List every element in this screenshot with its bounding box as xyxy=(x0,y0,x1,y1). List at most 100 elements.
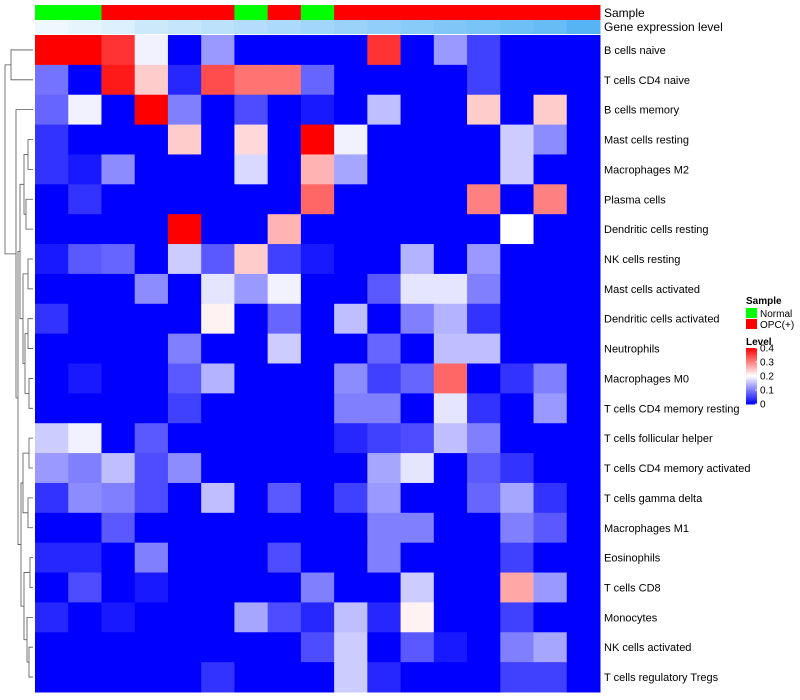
heatmap-cell xyxy=(334,303,368,335)
heatmap-cell xyxy=(433,393,468,424)
heatmap-cell xyxy=(134,35,169,66)
heatmap-cell xyxy=(367,333,402,364)
heatmap-cell xyxy=(566,154,601,185)
heatmap-cell xyxy=(234,184,269,215)
row-label: B cells naive xyxy=(604,45,666,57)
heatmap-cell xyxy=(167,572,202,603)
legend-colorbar-step xyxy=(746,390,757,392)
heatmap-cell xyxy=(566,124,601,155)
heatmap-cell xyxy=(35,662,69,693)
heatmap-cell xyxy=(234,662,269,693)
heatmap-cell xyxy=(400,124,435,155)
heatmap-cell xyxy=(367,35,402,66)
heatmap-cell xyxy=(500,453,535,484)
heatmap-cell xyxy=(201,273,235,305)
heatmap-cell xyxy=(68,214,102,245)
heatmap-cell xyxy=(201,393,235,424)
heatmap-cell xyxy=(400,244,435,275)
heatmap-cell xyxy=(134,363,169,394)
heatmap-cell xyxy=(35,453,69,484)
sample-anno-cell xyxy=(566,5,601,20)
heatmap-cell xyxy=(300,602,335,633)
heatmap-cell xyxy=(134,124,169,155)
heatmap-cell xyxy=(500,572,535,603)
legend-level-colorbar: 0.4 0.3 0.2 0.1 0 xyxy=(746,344,774,411)
heatmap-cell xyxy=(334,453,368,484)
heatmap-cell xyxy=(267,94,302,126)
heatmap-cell xyxy=(134,482,169,514)
heatmap-cell xyxy=(566,64,601,96)
legend-colorbar-step xyxy=(746,371,757,374)
heatmap-cell xyxy=(234,64,269,96)
heatmap-cell xyxy=(300,572,335,603)
heatmap-cell xyxy=(267,572,302,603)
heatmap-cell xyxy=(533,303,568,335)
heatmap-cell xyxy=(467,94,501,126)
heatmap-cell xyxy=(500,363,535,394)
row-label: T cells CD4 memory activated xyxy=(604,463,751,475)
heatmap-cell xyxy=(267,512,302,544)
gene-expression-anno-cell xyxy=(433,20,468,34)
legend-entry-label: OPC(+) xyxy=(760,320,794,331)
gene-expression-anno-cell xyxy=(267,20,302,34)
heatmap-cell xyxy=(467,542,501,574)
legend-colorbar-step xyxy=(746,378,757,381)
heatmap-cell xyxy=(201,632,235,663)
heatmap-cell xyxy=(433,602,468,633)
heatmap-cell xyxy=(533,333,568,364)
heatmap-cell xyxy=(35,632,69,663)
legend-colorbar-step xyxy=(746,357,757,360)
heatmap-cell xyxy=(167,124,202,155)
heatmap-cell xyxy=(334,482,368,514)
heatmap-cell xyxy=(267,423,302,454)
heatmap-cell xyxy=(533,363,568,394)
heatmap-cell xyxy=(467,453,501,484)
gene-expression-anno-cell xyxy=(134,20,169,34)
heatmap-cell xyxy=(533,124,568,155)
heatmap-cell xyxy=(68,423,102,454)
dendrogram-branch xyxy=(28,437,33,469)
heatmap-cell xyxy=(500,512,535,544)
heatmap-cell xyxy=(500,333,535,364)
heatmap-cell xyxy=(467,632,501,663)
legend-colorbar-step xyxy=(746,355,757,357)
heatmap-cell xyxy=(35,542,69,574)
legend-colorbar-step xyxy=(746,399,757,402)
sample-anno-cell xyxy=(68,5,102,20)
heatmap-cell xyxy=(400,423,435,454)
heatmap-cell xyxy=(267,273,302,305)
heatmap-cell xyxy=(267,632,302,663)
heatmap-cell xyxy=(134,393,169,424)
legend-colorbar-step xyxy=(746,374,757,377)
dendrogram-branch xyxy=(27,139,33,170)
dendrogram-branch xyxy=(27,318,33,349)
heatmap-cell xyxy=(400,632,435,663)
heatmap-cell xyxy=(467,333,501,364)
heatmap-cell xyxy=(101,35,136,66)
row-label: Dendritic cells resting xyxy=(604,224,709,236)
heatmap-cell xyxy=(234,35,269,66)
heatmap-cell xyxy=(300,64,335,96)
gene-expression-annotation-bar xyxy=(35,20,601,34)
dendrogram-branch xyxy=(20,482,24,607)
heatmap-cell xyxy=(566,333,601,364)
heatmap-cell xyxy=(101,572,136,603)
heatmap-cell xyxy=(533,453,568,484)
heatmap-cell xyxy=(35,214,69,245)
heatmap-cell xyxy=(267,453,302,484)
heatmap-cell xyxy=(68,154,102,185)
sample-anno-cell xyxy=(400,5,435,20)
heatmap-cell xyxy=(400,35,435,66)
heatmap-cell xyxy=(201,184,235,215)
heatmap-cell xyxy=(533,572,568,603)
heatmap-cell xyxy=(467,154,501,185)
dendrogram-branch xyxy=(10,49,33,81)
row-label: Dendritic cells activated xyxy=(604,314,720,326)
heatmap-cell xyxy=(433,423,468,454)
heatmap-cell xyxy=(533,632,568,663)
heatmap-cell xyxy=(68,542,102,574)
heatmap-cell xyxy=(334,542,368,574)
gene-expression-anno-cell xyxy=(300,20,335,34)
legend-colorbar-step xyxy=(746,369,757,371)
legend-entry-label: Normal xyxy=(760,309,792,320)
